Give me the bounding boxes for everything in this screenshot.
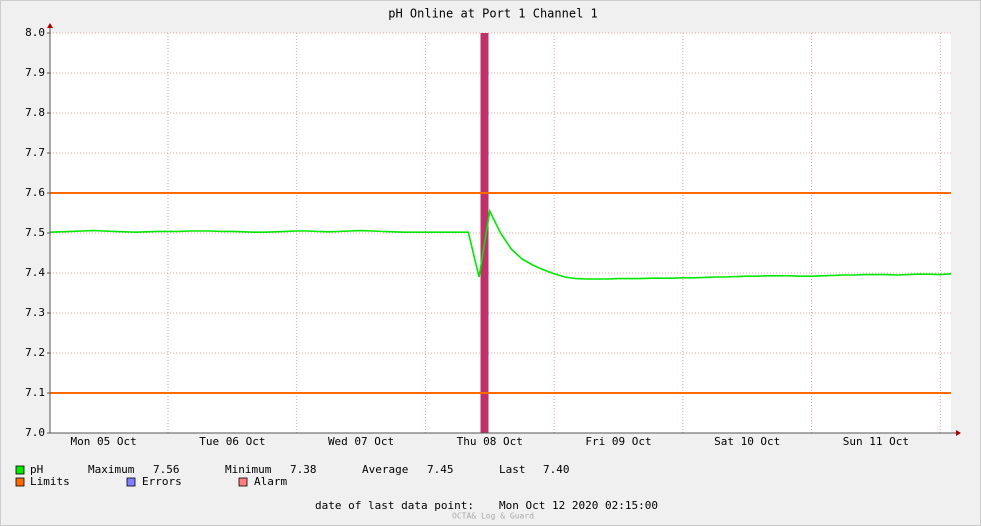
x-tick-label: Fri 09 Oct bbox=[585, 435, 651, 448]
stat-value: 7.40 bbox=[543, 463, 570, 476]
chart-title: pH Online at Port 1 Channel 1 bbox=[388, 7, 598, 21]
x-tick-label: Thu 08 Oct bbox=[457, 435, 523, 448]
y-tick-label: 7.5 bbox=[25, 226, 45, 239]
y-tick-label: 7.9 bbox=[25, 66, 45, 79]
ph-line bbox=[49, 208, 952, 280]
y-tick-label: 7.2 bbox=[25, 346, 45, 359]
stat-value: 7.38 bbox=[290, 463, 317, 476]
legend-swatch bbox=[15, 477, 25, 487]
stat-value: 7.45 bbox=[427, 463, 454, 476]
stat-label: Last bbox=[499, 463, 526, 476]
legend-swatch bbox=[238, 477, 248, 487]
legend-label: Alarm bbox=[254, 475, 287, 488]
y-tick-label: 7.4 bbox=[25, 266, 45, 279]
y-tick-label: 7.0 bbox=[25, 426, 45, 439]
y-arrow bbox=[47, 23, 53, 28]
y-tick-label: 7.1 bbox=[25, 386, 45, 399]
legend-label: Errors bbox=[142, 475, 182, 488]
legend-swatch bbox=[15, 465, 25, 475]
y-tick-label: 7.3 bbox=[25, 306, 45, 319]
stat-label: Maximum bbox=[88, 463, 135, 476]
stat-label: Minimum bbox=[225, 463, 272, 476]
legend-label: Limits bbox=[30, 475, 70, 488]
x-tick-label: Sat 10 Oct bbox=[714, 435, 780, 448]
y-tick-label: 7.7 bbox=[25, 146, 45, 159]
y-tick-label: 8.0 bbox=[25, 26, 45, 39]
legend-swatch bbox=[126, 477, 136, 487]
x-arrow bbox=[956, 430, 961, 436]
footer-date: Mon Oct 12 2020 02:15:00 bbox=[499, 499, 658, 512]
footer-label: date of last data point: bbox=[315, 499, 474, 512]
legend-label: pH bbox=[30, 463, 43, 476]
x-tick-label: Wed 07 Oct bbox=[328, 435, 394, 448]
event-band bbox=[480, 33, 489, 433]
y-tick-label: 7.8 bbox=[25, 106, 45, 119]
y-tick-label: 7.6 bbox=[25, 186, 45, 199]
x-tick-label: Tue 06 Oct bbox=[199, 435, 265, 448]
x-tick-label: Sun 11 Oct bbox=[843, 435, 909, 448]
watermark: OCTA& Log & Guard bbox=[452, 512, 534, 521]
stat-label: Average bbox=[362, 463, 408, 476]
x-tick-label: Mon 05 Oct bbox=[71, 435, 137, 448]
stat-value: 7.56 bbox=[153, 463, 180, 476]
